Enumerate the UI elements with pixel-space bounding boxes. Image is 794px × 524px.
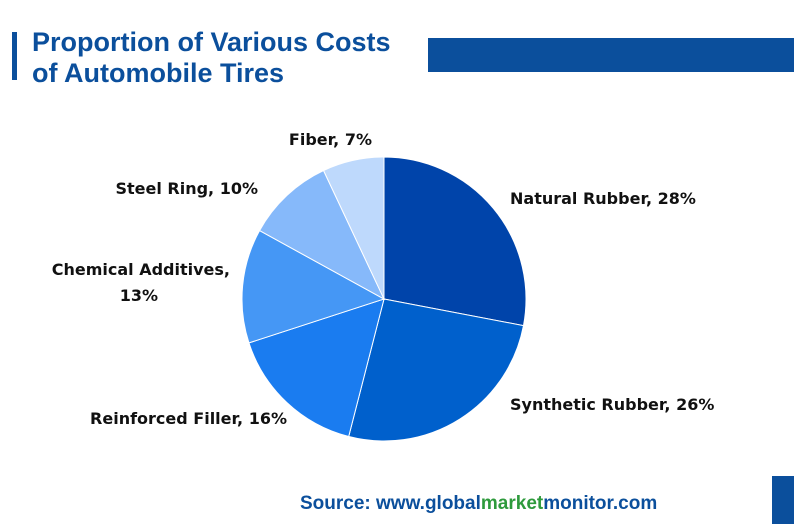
pie-label-fiber: Fiber, 7% [289,130,372,149]
pie-slice-synthetic-rubber [348,298,525,442]
source-global: global [424,493,481,514]
pie-slice-natural-rubber [383,156,527,327]
pie-slice-steel-ring [258,169,386,301]
corner-decor-block [772,476,794,524]
source-prefix: Source: www. [300,493,425,514]
pie-slices [241,156,527,442]
pie-label-steel-ring: Steel Ring, 10% [115,179,258,198]
source-market: market [480,493,544,514]
pie-label-chemical-additives: Chemical Additives, 13% [52,260,230,305]
source-suffix: .com [612,493,658,514]
chart-title-line-2: of Automobile Tires [32,58,285,88]
pie-slice-fiber [322,156,385,300]
pie-label-synthetic-rubber: Synthetic Rubber, 26% [510,395,714,414]
pie-labels: Natural Rubber, 28% Synthetic Rubber, 26%… [52,130,715,428]
header-decor-bar [428,38,794,72]
source-monitor: monitor [543,493,613,514]
chart-title: Proportion of Various Costs of Automobil… [32,27,391,89]
pie-chart: Natural Rubber, 28% Synthetic Rubber, 26%… [52,130,715,442]
source-text: Source: www.globalmarketmonitor.com [300,493,657,515]
pie-slice-chemical-additives [241,229,386,344]
pie-label-natural-rubber: Natural Rubber, 28% [510,189,696,208]
pie-slice-reinforced-filler [248,298,385,438]
chart-title-line-1: Proportion of Various Costs [32,27,391,57]
title-accent-bar [12,32,17,80]
pie-label-reinforced-filler: Reinforced Filler, 16% [90,409,287,428]
